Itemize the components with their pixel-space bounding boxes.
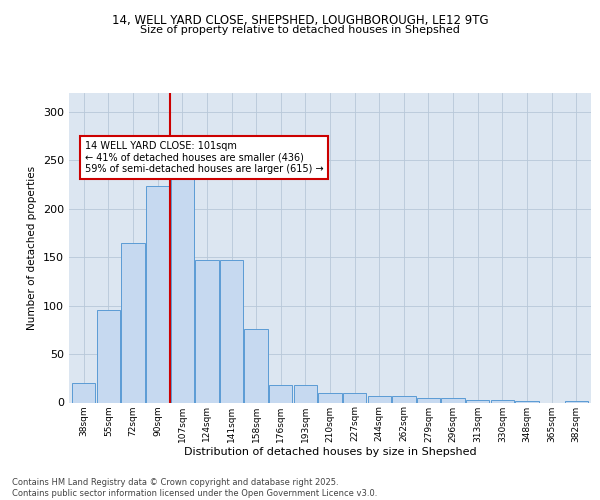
Bar (319, 393, 341, 402)
Bar (442, 398, 465, 402)
Bar (491, 400, 514, 402)
Bar (417, 398, 440, 402)
Bar (170, 170, 194, 402)
Bar (72, 383, 95, 402)
Bar (515, 400, 539, 402)
Bar (97, 310, 120, 402)
Bar (466, 400, 490, 402)
Bar (244, 329, 268, 402)
Bar (368, 396, 391, 402)
Bar (565, 400, 588, 402)
Bar (220, 260, 243, 402)
X-axis label: Distribution of detached houses by size in Shepshed: Distribution of detached houses by size … (184, 447, 476, 457)
Bar (343, 393, 367, 402)
Bar (121, 242, 145, 402)
Bar (269, 385, 292, 402)
Bar (392, 396, 416, 402)
Bar (293, 385, 317, 402)
Y-axis label: Number of detached properties: Number of detached properties (28, 166, 37, 330)
Bar (195, 260, 218, 402)
Text: 14 WELL YARD CLOSE: 101sqm
← 41% of detached houses are smaller (436)
59% of sem: 14 WELL YARD CLOSE: 101sqm ← 41% of deta… (85, 141, 323, 174)
Text: Contains HM Land Registry data © Crown copyright and database right 2025.
Contai: Contains HM Land Registry data © Crown c… (12, 478, 377, 498)
Bar (146, 186, 169, 402)
Text: Size of property relative to detached houses in Shepshed: Size of property relative to detached ho… (140, 25, 460, 35)
Text: 14, WELL YARD CLOSE, SHEPSHED, LOUGHBOROUGH, LE12 9TG: 14, WELL YARD CLOSE, SHEPSHED, LOUGHBORO… (112, 14, 488, 27)
